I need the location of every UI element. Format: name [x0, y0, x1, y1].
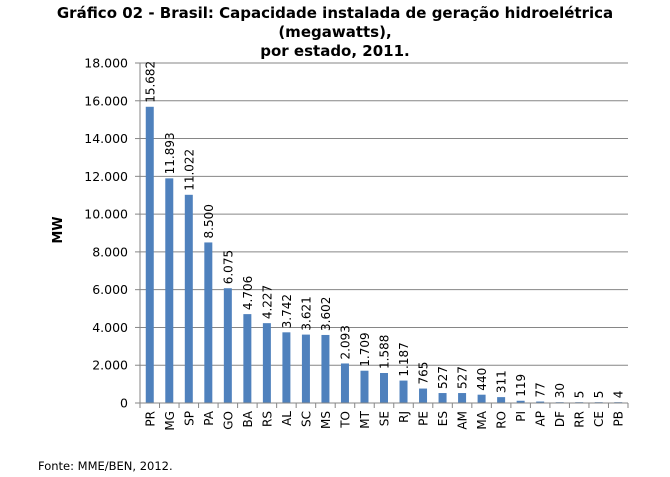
- source-note: Fonte: MME/BEN, 2012.: [38, 459, 173, 473]
- data-label: 1.187: [397, 342, 411, 376]
- y-tick-label: 16.000: [84, 93, 128, 108]
- data-label: 11.893: [163, 132, 177, 174]
- y-tick-label: 4.000: [92, 320, 128, 335]
- x-tick-label: RO: [495, 411, 509, 429]
- data-label: 527: [436, 366, 450, 389]
- data-label: 311: [495, 370, 509, 393]
- x-tick-label: RS: [260, 411, 274, 427]
- bar-ma: [477, 394, 486, 403]
- data-label: 765: [417, 362, 431, 385]
- x-tick-label: MA: [475, 410, 489, 429]
- x-tick-label: GO: [221, 411, 235, 430]
- data-label: 3.621: [299, 296, 313, 330]
- data-label: 30: [553, 383, 567, 398]
- x-tick-label: RJ: [397, 411, 411, 423]
- x-tick-label: PR: [143, 411, 157, 427]
- data-label: 15.682: [143, 61, 157, 103]
- bar-pi: [516, 400, 525, 403]
- data-label: 1.588: [378, 335, 392, 369]
- y-axis-label: MW: [51, 216, 66, 243]
- data-label: 2.093: [338, 325, 352, 359]
- data-label: 527: [456, 366, 470, 389]
- x-tick-label: RR: [573, 411, 587, 428]
- data-label: 6.075: [221, 250, 235, 284]
- x-tick-label: PB: [612, 411, 626, 426]
- chart-title-line-1: Gráfico 02 - Brasil: Capacidade instalad…: [56, 4, 614, 41]
- x-tick-label: MT: [358, 410, 372, 428]
- bar-al: [282, 332, 291, 403]
- data-labels: 15.682 11.893 11.022 8.500 6.075 4.706 4.227 3.…: [143, 61, 625, 398]
- x-tick-label: SE: [378, 411, 392, 426]
- bar-am: [458, 393, 467, 403]
- x-tick-label: PE: [417, 411, 431, 426]
- x-tick-label: BA: [241, 410, 255, 427]
- y-tick-label: 12.000: [84, 169, 128, 184]
- x-tick-label: TO: [338, 411, 352, 429]
- y-tick-label: 2.000: [92, 358, 128, 373]
- bar-es: [438, 393, 447, 403]
- x-tick-label: DF: [553, 411, 567, 427]
- y-axis-ticks: 0 2.000 4.000 6.000 8.000 10.000 12.000 14.000 1…: [84, 56, 140, 411]
- bar-ap: [536, 401, 545, 403]
- bar-ms: [321, 334, 330, 403]
- data-label: 5: [573, 391, 587, 399]
- bar-sc: [301, 334, 310, 403]
- data-label: 3.602: [319, 297, 333, 331]
- bar-rj: [399, 380, 408, 403]
- bar-mt: [360, 370, 369, 403]
- x-tick-label: AP: [534, 411, 548, 426]
- data-label: 119: [514, 374, 528, 397]
- y-tick-label: 0: [120, 396, 128, 411]
- bar-pa: [204, 242, 213, 403]
- bar-mg: [165, 178, 174, 403]
- x-tick-label: AL: [280, 411, 294, 426]
- bar-pe: [419, 388, 428, 403]
- y-tick-label: 18.000: [84, 56, 128, 71]
- x-tick-label: PI: [514, 411, 528, 422]
- data-label: 8.500: [202, 204, 216, 238]
- chart-title-line-2: por estado, 2011.: [260, 42, 410, 60]
- data-label: 77: [534, 382, 548, 397]
- bar-se: [380, 373, 388, 403]
- bar-pr: [145, 106, 154, 403]
- bar-go: [223, 288, 232, 403]
- x-tick-label: AM: [456, 411, 470, 430]
- x-tick-label: MG: [163, 411, 177, 431]
- bar-rs: [262, 323, 271, 403]
- x-tick-label: MS: [319, 411, 333, 429]
- data-label: 3.742: [280, 294, 294, 328]
- y-tick-label: 8.000: [92, 244, 128, 259]
- bars: [145, 106, 623, 403]
- x-tick-label: SP: [182, 411, 196, 426]
- y-tick-label: 10.000: [84, 207, 128, 222]
- data-label: 4: [612, 391, 626, 399]
- bar-to: [340, 363, 349, 403]
- x-axis-ticks: PR MG SP PA GO BA RS AL SC MS TO MT SE RJ PE ES AM MA RO PI…: [139, 403, 629, 431]
- bar-sp: [184, 194, 193, 403]
- x-tick-label: PA: [202, 410, 216, 425]
- x-tick-label: CE: [592, 411, 606, 427]
- bar-ro: [497, 397, 506, 403]
- data-label: 11.022: [182, 149, 196, 191]
- gridlines: [140, 62, 628, 366]
- bar-ba: [243, 314, 252, 403]
- data-label: 5: [592, 391, 606, 399]
- x-tick-label: ES: [436, 411, 450, 426]
- data-label: 4.227: [260, 285, 274, 319]
- y-tick-label: 6.000: [92, 282, 128, 297]
- chart-title: Gráfico 02 - Brasil: Capacidade instalad…: [0, 4, 670, 61]
- x-tick-label: SC: [299, 411, 313, 427]
- y-tick-label: 14.000: [84, 131, 128, 146]
- data-label: 440: [475, 368, 489, 391]
- data-label: 4.706: [241, 276, 255, 310]
- data-label: 1.709: [358, 332, 372, 366]
